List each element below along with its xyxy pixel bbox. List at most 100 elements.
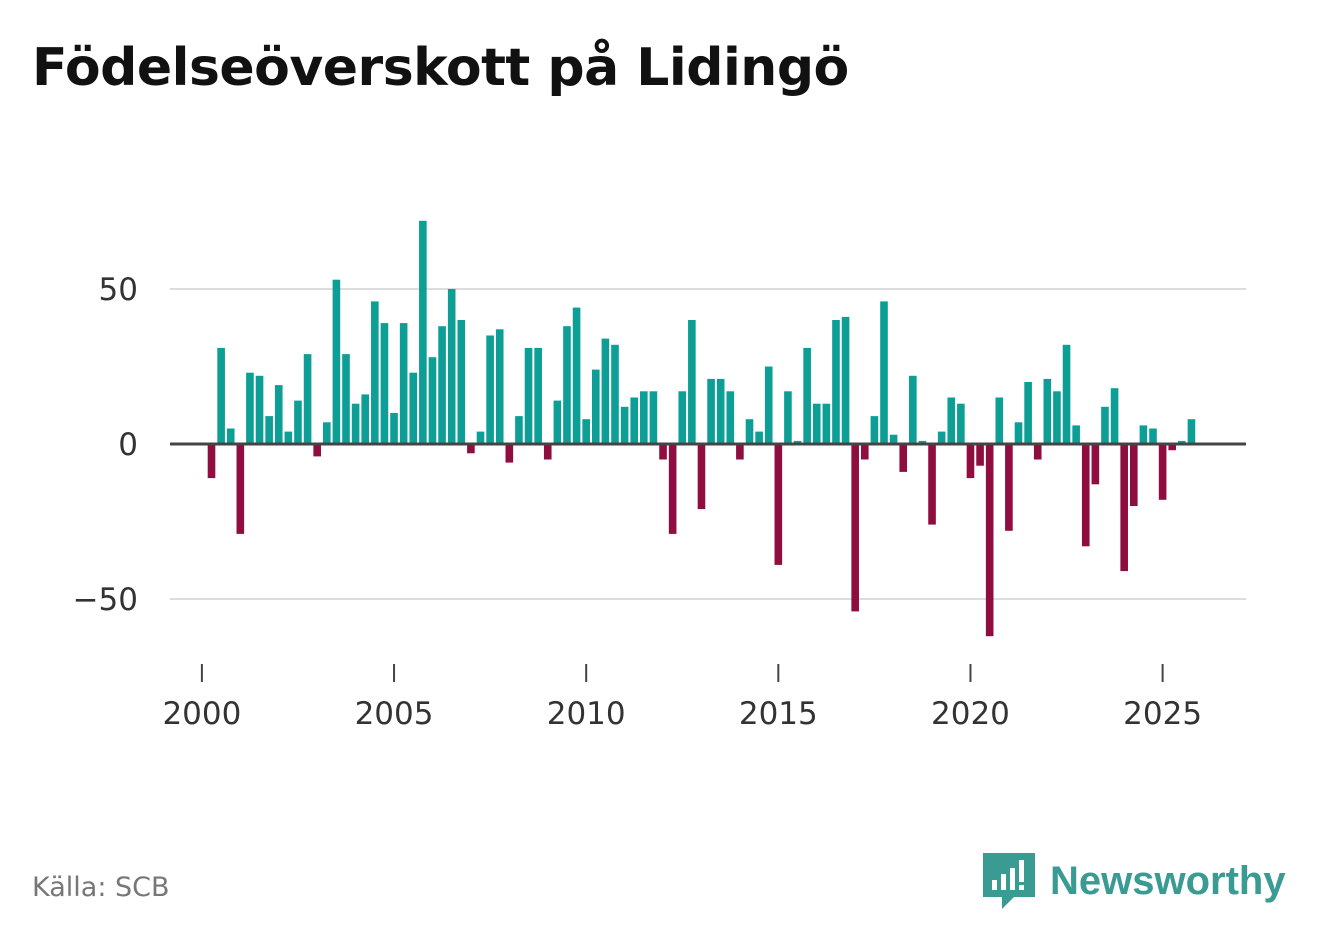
bar	[928, 444, 936, 525]
y-tick-label: 50	[99, 272, 138, 308]
bar	[390, 413, 398, 444]
bar	[937, 431, 946, 444]
brand-name: Newsworthy	[1050, 858, 1286, 903]
bar	[1072, 425, 1080, 444]
bar	[1149, 428, 1157, 444]
bar	[265, 416, 273, 444]
bar	[447, 289, 456, 444]
bar	[1033, 444, 1042, 460]
bar	[553, 400, 562, 444]
bar	[947, 397, 956, 444]
x-tick-label: 2000	[162, 696, 241, 732]
bar	[1168, 444, 1177, 451]
bar	[649, 391, 658, 444]
bar	[332, 279, 341, 444]
bar	[793, 440, 802, 444]
bar	[342, 354, 350, 444]
bar	[1178, 440, 1186, 444]
bar	[476, 431, 485, 444]
bar	[707, 378, 715, 444]
y-tick-label: 0	[118, 427, 138, 463]
bar	[899, 444, 908, 472]
bar	[543, 444, 552, 460]
bar	[620, 406, 629, 444]
bar	[572, 307, 581, 444]
bar	[1062, 344, 1071, 444]
bar	[957, 403, 965, 444]
bar	[640, 391, 648, 444]
bar	[380, 323, 389, 444]
bar	[784, 391, 792, 444]
bar	[870, 416, 879, 444]
bar	[688, 320, 696, 444]
bar	[812, 403, 821, 444]
bar	[467, 444, 475, 454]
bar	[371, 301, 379, 444]
chart-title: Födelseöverskott på Lidingö	[32, 38, 849, 98]
bar	[486, 335, 494, 444]
bar	[774, 444, 783, 565]
bar	[563, 326, 571, 444]
bar	[822, 403, 831, 444]
bar	[1014, 422, 1023, 444]
bar	[1129, 444, 1138, 506]
bar	[918, 440, 927, 444]
bar	[1110, 388, 1119, 444]
bar	[246, 372, 254, 444]
bar	[1158, 444, 1167, 500]
bar	[1120, 444, 1128, 572]
bar	[534, 347, 542, 444]
bar	[909, 375, 917, 444]
x-axis: 2000 2005 2010 2015 2020 2025	[162, 664, 1202, 732]
bar	[601, 338, 610, 444]
bar	[726, 391, 735, 444]
x-tick-label: 2025	[1123, 696, 1202, 732]
bar	[1005, 444, 1013, 531]
bar	[294, 400, 302, 444]
bar	[351, 403, 360, 444]
bar	[236, 444, 245, 534]
bar	[399, 323, 408, 444]
bar	[524, 347, 533, 444]
bar	[274, 385, 283, 444]
bar	[505, 444, 514, 463]
bar	[313, 444, 321, 457]
x-tick-label: 2005	[355, 696, 434, 732]
bar	[361, 394, 370, 444]
x-tick-label: 2015	[739, 696, 818, 732]
bar	[1187, 419, 1196, 444]
bar	[217, 347, 225, 444]
bar	[1091, 444, 1100, 485]
bar	[755, 431, 763, 444]
bar	[976, 444, 984, 466]
bar	[1024, 382, 1032, 444]
bar	[1053, 391, 1061, 444]
bar	[697, 444, 706, 510]
bar	[207, 444, 216, 479]
x-tick-label: 2010	[547, 696, 626, 732]
bar	[841, 316, 850, 444]
bar	[409, 372, 418, 444]
bar	[985, 444, 994, 637]
bar	[226, 428, 235, 444]
bar	[630, 397, 639, 444]
bar	[582, 419, 590, 444]
source-label: Källa: SCB	[32, 872, 170, 903]
brand-logo[interactable]: Newsworthy	[980, 850, 1286, 912]
bar	[591, 369, 600, 444]
bar	[995, 397, 1004, 444]
bar	[678, 391, 687, 444]
bar	[880, 301, 888, 444]
bar	[851, 444, 859, 612]
bar	[860, 444, 869, 460]
grid-lines	[170, 288, 1246, 600]
y-axis: −50 0 50	[73, 272, 138, 618]
bar	[832, 320, 840, 444]
bar	[457, 320, 466, 444]
bar-series	[207, 220, 1196, 637]
bar	[966, 444, 975, 479]
bar	[1043, 378, 1052, 444]
bar	[255, 375, 264, 444]
bar	[428, 357, 437, 444]
